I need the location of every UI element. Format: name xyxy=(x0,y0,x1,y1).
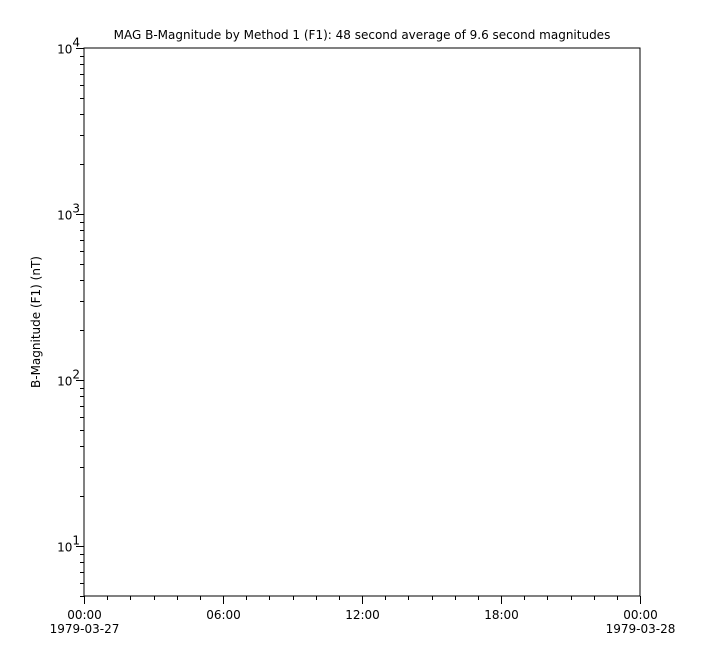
y-tick-label: 101 xyxy=(57,534,80,555)
y-axis: 101 102 103 104 xyxy=(57,36,84,597)
y-tick-label: 102 xyxy=(57,368,80,389)
x-tick-label: 00:00 xyxy=(67,608,102,622)
y-tick-label: 103 xyxy=(57,202,80,223)
x-tick-label: 06:00 xyxy=(206,608,241,622)
x-tick-label: 18:00 xyxy=(484,608,519,622)
chart-title: MAG B-Magnitude by Method 1 (F1): 48 sec… xyxy=(114,28,611,42)
y-axis-label: B-Magnitude (F1) (nT) xyxy=(29,256,43,388)
plot-area xyxy=(83,47,641,597)
y-tick-label: 104 xyxy=(57,36,80,57)
x-tick-date-label: 1979-03-28 xyxy=(606,622,676,636)
x-tick-date-label: 1979-03-27 xyxy=(50,622,120,636)
x-tick-label: 12:00 xyxy=(345,608,380,622)
x-tick-label: 00:00 xyxy=(623,608,658,622)
